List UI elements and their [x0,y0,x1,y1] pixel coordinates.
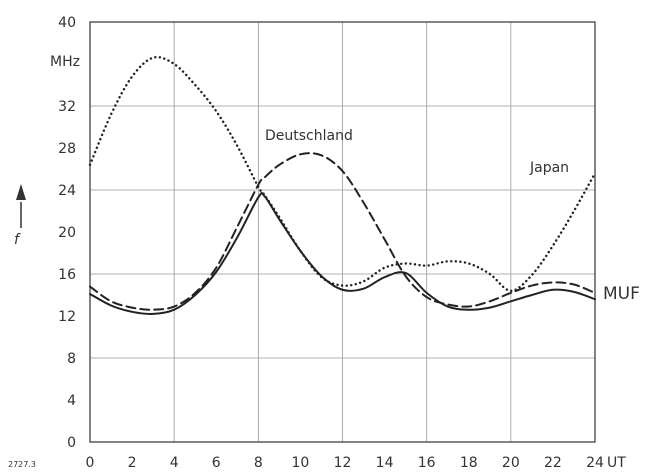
y-tick-label: 40 [58,15,76,31]
y-tick-label: 12 [58,309,76,325]
plot-frame [89,21,596,443]
x-tick-label: 16 [418,455,436,471]
x-tick-label: 24 [586,455,604,471]
y-tick-label: 20 [58,225,76,241]
y-tick-label: 16 [58,267,76,283]
y-unit-label: MHz [50,54,80,70]
series-line-muf [89,191,596,315]
y-tick-label: 4 [67,393,76,409]
x-tick-label: 0 [86,455,95,471]
x-axis-label: UT [607,455,626,471]
x-tick-label: 20 [502,455,520,471]
x-tick-label: 18 [460,455,478,471]
x-tick-label: 2 [128,455,137,471]
y-axis-arrow [16,184,26,228]
series-group [88,55,597,315]
y-tick-label: 24 [58,183,76,199]
x-tick-label: 14 [376,455,394,471]
x-tick-label: 12 [334,455,352,471]
series-line-deutschland [89,152,596,311]
y-axis-label: f [14,232,21,248]
y-tick-label: 28 [58,141,76,157]
label-muf: MUF [603,284,640,304]
x-tick-label: 4 [170,455,179,471]
x-tick-label: 6 [212,455,221,471]
footer-label: 2727.3 [8,460,36,469]
label-japan: Japan [529,160,569,176]
series-line-japan [88,55,597,293]
y-tick-label: 8 [67,351,76,367]
x-tick-label: 8 [254,455,263,471]
x-tick-label: 10 [292,455,310,471]
y-tick-label: 0 [67,435,76,451]
grid [90,22,595,442]
y-tick-label: 32 [58,99,76,115]
x-tick-label: 22 [544,455,562,471]
label-deutschland: Deutschland [265,128,353,144]
